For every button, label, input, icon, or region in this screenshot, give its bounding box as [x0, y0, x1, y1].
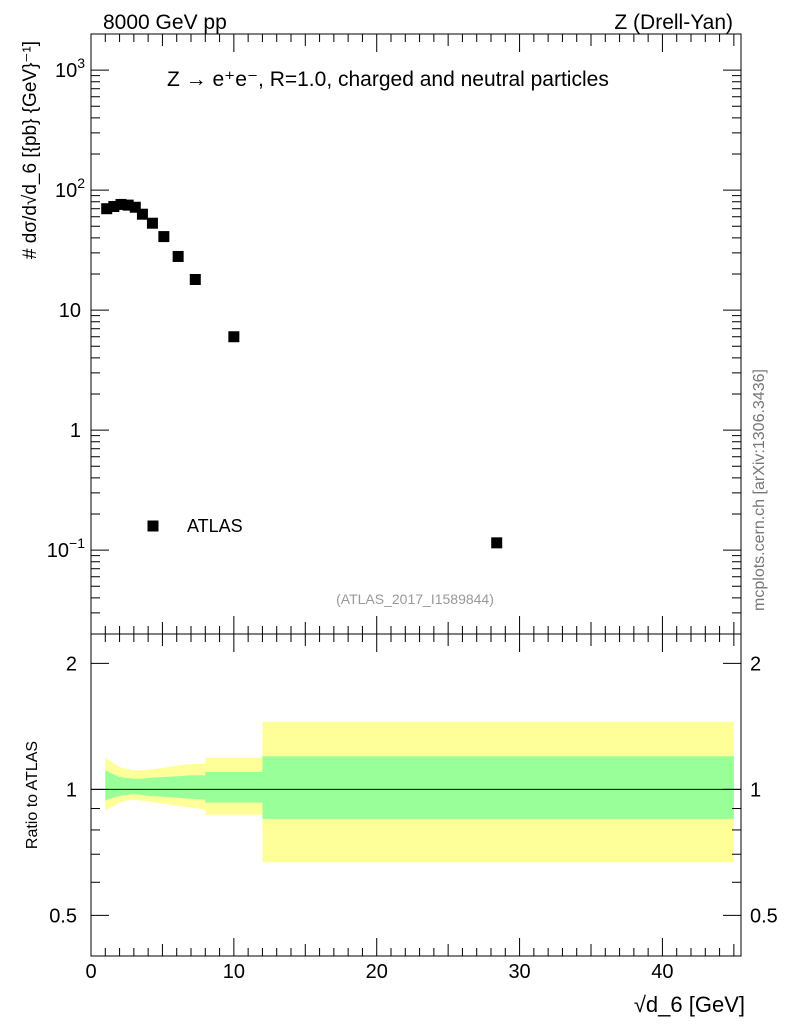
ratio-ytick-label: 1	[66, 779, 77, 801]
data-point	[129, 201, 141, 213]
ratio-ytick-label: 2	[66, 653, 77, 675]
ratio-band-inner	[105, 756, 734, 819]
legend-label: ATLAS	[187, 516, 243, 536]
data-point	[101, 203, 113, 215]
ratio-ticks: 0 10 20 30 40 0.5 0.5 1 1 2 2	[49, 634, 778, 983]
data-point	[136, 208, 148, 220]
data-point	[115, 198, 127, 210]
main-ytick-label: 10−1	[47, 535, 85, 562]
main-frame	[90, 33, 742, 635]
ratio-frame	[90, 633, 742, 957]
ratio-ytick-label-right: 2	[750, 653, 761, 675]
data-point	[491, 537, 503, 549]
data-point	[172, 250, 184, 262]
ratio-xtick-label: 20	[366, 961, 388, 983]
side-label: mcplots.cern.ch [arXiv:1306.3436]	[751, 369, 768, 611]
main-ytick-label: 102	[55, 175, 85, 202]
legend-marker	[147, 520, 159, 532]
ratio-ytick-label: 0.5	[49, 905, 77, 927]
main-ytick-label: 103	[55, 55, 85, 82]
main-panel: 10−1 1 10 102 103 Z → e⁺e⁻, R=1.0, charged a…	[20, 33, 742, 635]
data-point	[158, 231, 170, 243]
main-title: Z → e⁺e⁻, R=1.0, charged and neutral par…	[167, 68, 609, 91]
main-marks	[101, 198, 503, 549]
ratio-xtick-label: 0	[85, 961, 96, 983]
header-right: Z (Drell-Yan)	[614, 11, 733, 34]
data-point	[189, 273, 201, 285]
ratio-xlabel: √d_6 [GeV]	[634, 992, 745, 1017]
main-ytick-label: 10	[59, 300, 81, 322]
legend: ATLAS	[147, 516, 243, 536]
data-point	[146, 217, 158, 229]
ratio-ytick-label-right: 1	[750, 779, 761, 801]
main-ytick-label: 1	[70, 420, 81, 442]
ratio-ytick-label-right: 0.5	[750, 905, 778, 927]
data-point	[122, 199, 134, 211]
ratio-xtick-label: 40	[651, 961, 673, 983]
header-left: 8000 GeV pp	[103, 11, 227, 34]
ratio-bands	[105, 721, 734, 863]
data-point	[228, 331, 240, 343]
main-ylabel: # dσ/d√d_6 [{pb} {GeV}⁻¹]	[20, 41, 41, 259]
main-ticks: 10−1 1 10 102 103	[47, 33, 741, 635]
ratio-panel: 0 10 20 30 40 0.5 0.5 1 1 2 2 Ratio to ATLAS √d_6 …	[24, 633, 778, 1017]
main-subtitle: (ATLAS_2017_I1589844)	[336, 591, 494, 607]
ratio-xtick-label: 30	[508, 961, 530, 983]
ratio-xtick-label: 10	[223, 961, 245, 983]
data-point	[108, 201, 120, 213]
ratio-ylabel: Ratio to ATLAS	[24, 741, 41, 849]
main-ylabel-text: # dσ/d√d_6 [{pb} {GeV}⁻¹]	[20, 41, 41, 259]
